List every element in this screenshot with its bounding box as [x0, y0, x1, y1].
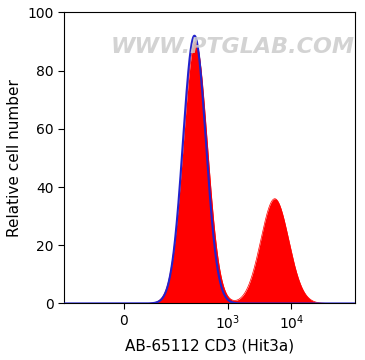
- X-axis label: AB-65112 CD3 (Hit3a): AB-65112 CD3 (Hit3a): [125, 338, 294, 353]
- Text: WWW.PTGLAB.COM: WWW.PTGLAB.COM: [111, 37, 355, 57]
- Y-axis label: Relative cell number: Relative cell number: [7, 79, 22, 237]
